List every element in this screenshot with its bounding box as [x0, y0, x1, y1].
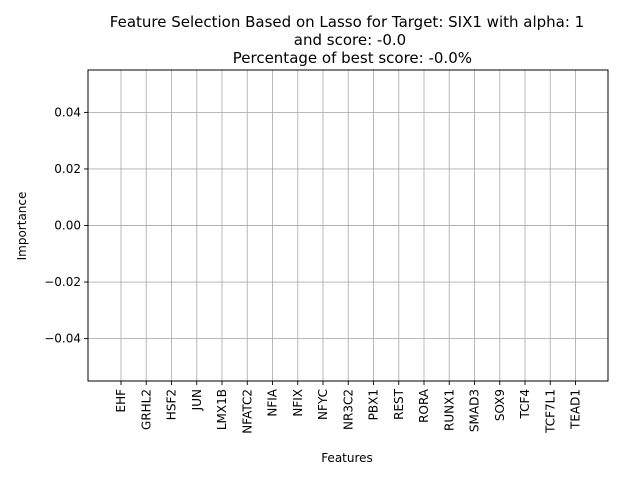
x-tick-label: NR3C2 — [341, 389, 355, 430]
x-tick-label: TEAD1 — [569, 389, 583, 430]
x-tick-label: TCF7L1 — [543, 389, 557, 434]
x-axis-label: Features — [321, 451, 373, 465]
x-tick-label: NFIA — [266, 388, 280, 416]
grid — [88, 70, 608, 381]
y-axis-label: Importance — [15, 192, 29, 261]
x-tick-label: GRHL2 — [139, 389, 153, 430]
x-tick-label: JUN — [190, 389, 204, 411]
x-tick-label: NFIX — [291, 389, 305, 417]
x-tick-label: SMAD3 — [468, 389, 482, 432]
y-tick-label: 0.04 — [54, 105, 81, 119]
x-tick-label: EHF — [114, 389, 128, 413]
x-tick-label: PBX1 — [367, 389, 381, 420]
x-tick-label: TCF4 — [518, 389, 532, 420]
x-tick-label: RORA — [417, 388, 431, 423]
x-tick-label: REST — [392, 388, 406, 420]
x-tick-label: RUNX1 — [442, 389, 456, 431]
title-line-2: and score: -0.0 — [294, 31, 406, 49]
y-tick-label: −0.04 — [44, 332, 81, 346]
title-line-1: Feature Selection Based on Lasso for Tar… — [110, 13, 584, 31]
title-line-3: Percentage of best score: -0.0% — [228, 49, 472, 67]
x-tick-label: HSF2 — [165, 389, 179, 420]
y-tick-label: 0.00 — [54, 219, 81, 233]
x-axis-ticks: EHF GRHL2 HSF2 JUN LMX1B NFATC2 NFIA NFIX NFYC NR… — [114, 381, 583, 434]
y-tick-label: 0.02 — [54, 162, 81, 176]
x-tick-label: SOX9 — [493, 389, 507, 421]
x-tick-label: LMX1B — [215, 389, 229, 430]
chart-title: Feature Selection Based on Lasso for Tar… — [110, 13, 584, 67]
y-axis-ticks: −0.04 −0.02 0.00 0.02 0.04 — [44, 105, 88, 346]
y-tick-label: −0.02 — [44, 275, 81, 289]
x-tick-label: NFYC — [316, 389, 330, 420]
x-tick-label: NFATC2 — [240, 389, 254, 434]
